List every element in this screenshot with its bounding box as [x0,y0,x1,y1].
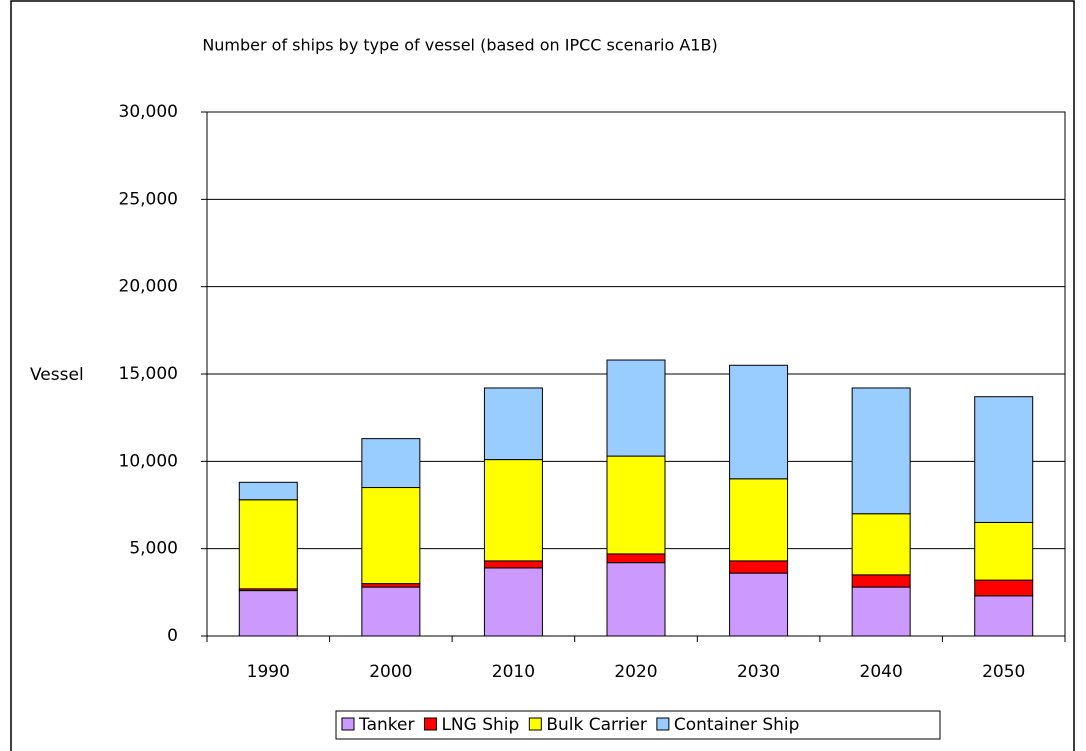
x-tick-label: 2030 [737,662,780,682]
bar-segment [361,487,421,585]
legend-swatch [656,717,670,731]
x-tick-label: 2040 [860,662,903,682]
bar-segment [483,567,543,637]
y-tick-label: 5,000 [129,539,178,559]
y-axis-label: Vessel [30,365,84,385]
legend-swatch [341,717,355,731]
bar-segment [974,595,1034,637]
bar-segment [361,438,421,489]
y-tick-label: 0 [167,626,178,646]
y-tick-label: 20,000 [119,277,178,297]
chart-title: Number of ships by type of vessel (based… [202,36,717,55]
legend-label: LNG Ship [441,715,519,735]
legend-swatch [423,717,437,731]
bar-segment [729,478,789,562]
bar-segment [483,459,543,562]
bar-segment [606,455,666,555]
legend: Tanker LNG Ship Bulk Carrier Container Ship [335,710,941,740]
bar-segment [483,560,543,569]
bar-segment [238,590,298,637]
legend-label: Bulk Carrier [546,715,647,735]
y-tick-label: 25,000 [119,189,178,209]
bar-segment [729,560,789,574]
x-tick-label: 2010 [492,662,535,682]
bar-segment [606,562,666,637]
bar-segment [851,574,911,588]
x-tick-label: 2000 [369,662,412,682]
bar-segment [361,583,421,588]
bar-segment [729,364,789,480]
legend-label: Container Ship [674,715,800,735]
bar-segment [483,387,543,461]
bar-segment [974,396,1034,523]
legend-label: Tanker [358,715,414,735]
bar-segment [974,579,1034,597]
bar-segment [851,586,911,637]
bar-segment [851,387,911,515]
x-tick-label: 2020 [614,662,657,682]
bar-segment [361,586,421,637]
bar-segment [238,481,298,501]
y-tick-label: 30,000 [119,102,178,122]
bar-segment [238,499,298,590]
y-tick-label: 10,000 [119,451,178,471]
bar-segment [606,359,666,457]
x-tick-label: 1990 [247,662,290,682]
x-tick-label: 2050 [982,662,1025,682]
legend-swatch [528,717,542,731]
bar-segment [729,572,789,637]
bar-segment [974,521,1034,581]
bar-segment [851,513,911,576]
bar-segment [606,553,666,564]
y-tick-label: 15,000 [119,364,178,384]
